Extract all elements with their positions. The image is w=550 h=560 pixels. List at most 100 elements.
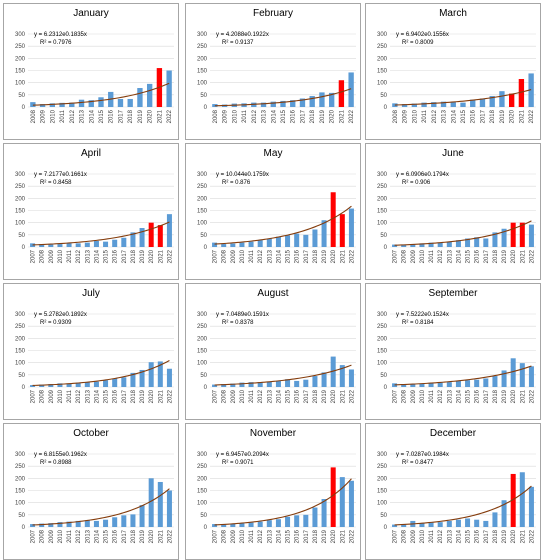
x-tick-label: 2014: [456, 389, 462, 403]
x-tick-label: 2019: [140, 529, 146, 543]
y-tick-label: 50: [380, 373, 387, 379]
x-tick-label: 2011: [60, 109, 66, 123]
bar: [321, 220, 327, 247]
x-tick-label: 2011: [249, 389, 255, 403]
bar: [212, 384, 218, 387]
x-tick-label: 2016: [113, 529, 119, 543]
x-tick-label: 2008: [402, 249, 408, 263]
bar-highlight: [157, 225, 163, 247]
chart-svg-march: March 0 50 100 150 200 250 300 2008 2009 2010 2011 2…: [377, 8, 536, 123]
bar: [130, 372, 136, 387]
bar: [455, 240, 461, 247]
x-tick-label: 2019: [502, 249, 508, 263]
y-tick-label: 150: [197, 489, 208, 495]
x-tick-label: 2013: [447, 389, 453, 403]
x-tick-label: 2016: [295, 529, 301, 543]
y-tick-label: 300: [15, 172, 26, 178]
bar: [112, 378, 118, 387]
bar: [285, 516, 291, 527]
bar: [127, 98, 133, 107]
y-tick-label: 0: [384, 525, 388, 531]
bar: [239, 382, 245, 387]
bar: [148, 478, 154, 527]
x-tick-label: 2015: [281, 109, 287, 123]
x-tick-label: 2019: [140, 249, 146, 263]
r-squared: R² = 0.9071: [222, 460, 254, 466]
x-tick-label: 2017: [484, 249, 490, 263]
chart-title: October: [73, 428, 109, 439]
bar: [499, 91, 505, 107]
bar: [130, 514, 136, 527]
bar-highlight: [148, 222, 154, 247]
x-tick-label: 2013: [262, 109, 268, 123]
x-tick-label: 2015: [466, 389, 472, 403]
y-tick-label: 250: [377, 44, 388, 50]
x-tick-label: 2020: [331, 389, 337, 403]
bar: [230, 523, 236, 527]
chart-panel-february: February 0 50 100 150 200 250 300 2008 2009 2010 20…: [185, 3, 361, 140]
x-tick-label: 2014: [276, 249, 282, 263]
y-tick-label: 0: [22, 105, 26, 111]
bar: [410, 384, 416, 387]
bar: [455, 519, 461, 527]
bar: [401, 104, 408, 107]
bar: [30, 524, 36, 527]
y-tick-label: 0: [204, 525, 208, 531]
y-tick-label: 0: [204, 105, 208, 111]
x-tick-label: 2010: [412, 109, 418, 123]
bar: [84, 242, 90, 247]
trendline: [214, 478, 352, 526]
y-tick-label: 200: [15, 56, 26, 62]
bar-highlight: [330, 467, 336, 527]
x-tick-label: 2021: [158, 529, 164, 543]
bar: [446, 520, 452, 527]
y-tick-label: 50: [380, 93, 387, 99]
y-tick-label: 200: [15, 196, 26, 202]
x-tick-label: 2015: [104, 249, 110, 263]
x-tick-label: 2011: [67, 249, 73, 263]
x-tick-label: 2011: [422, 109, 428, 123]
bar: [275, 380, 281, 387]
y-tick-label: 200: [197, 336, 208, 342]
x-tick-label: 2014: [451, 109, 457, 123]
bar: [66, 243, 72, 247]
bar: [501, 500, 507, 527]
bar: [528, 486, 534, 527]
x-tick-label: 2009: [231, 249, 237, 263]
chart-svg-august: August 0 50 100 150 200 250 300 2007 2008 2009 2010…: [197, 288, 356, 403]
x-tick-label: 2022: [529, 109, 535, 123]
bar: [392, 383, 398, 387]
y-tick-label: 200: [15, 476, 26, 482]
y-tick-label: 250: [15, 324, 26, 330]
x-tick-label: 2022: [529, 249, 535, 263]
x-tick-label: 2008: [222, 389, 228, 403]
x-tick-label: 2012: [76, 249, 82, 263]
y-tick-label: 100: [15, 221, 26, 227]
bar: [465, 518, 471, 527]
bar: [492, 232, 498, 247]
bar: [239, 242, 245, 247]
chart-title: August: [257, 288, 288, 299]
x-tick-label: 2016: [475, 249, 481, 263]
y-tick-label: 250: [15, 464, 26, 470]
trendline: [32, 221, 170, 246]
bar: [312, 507, 318, 527]
bar: [474, 519, 480, 527]
y-tick-label: 50: [18, 93, 25, 99]
bar: [528, 366, 534, 387]
bar: [483, 378, 489, 387]
bar: [121, 237, 127, 247]
x-tick-label: 2011: [429, 249, 435, 263]
y-tick-label: 300: [377, 312, 388, 318]
x-tick-label: 2020: [511, 529, 517, 543]
bar: [501, 228, 507, 247]
bar: [146, 83, 153, 107]
bar: [312, 229, 318, 247]
bar: [98, 97, 104, 107]
y-tick-label: 200: [197, 476, 208, 482]
bar: [492, 376, 498, 387]
bar: [221, 524, 227, 527]
x-tick-label: 2017: [484, 389, 490, 403]
